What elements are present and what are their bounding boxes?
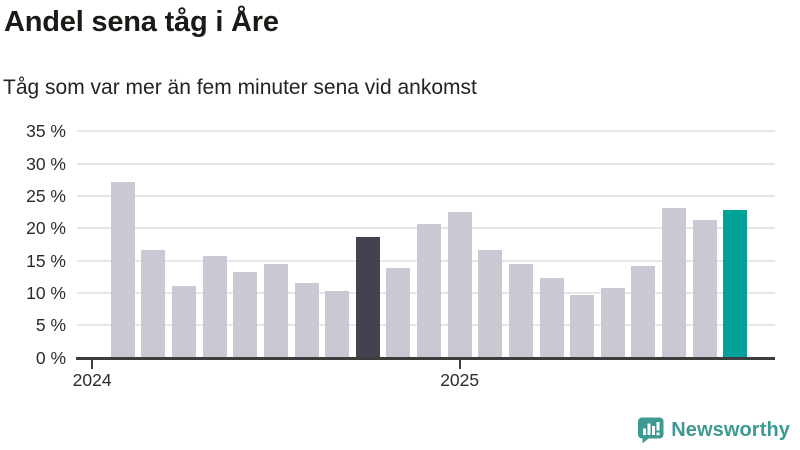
bar	[539, 278, 564, 358]
bar	[171, 286, 196, 358]
bar	[508, 263, 533, 358]
x-axis-tick-label: 2024	[72, 369, 112, 390]
bar	[141, 250, 166, 358]
bar	[662, 208, 687, 358]
bar	[202, 256, 227, 358]
bar	[233, 271, 258, 358]
bar	[110, 182, 135, 358]
y-axis-tick-label: 35 %	[26, 121, 66, 142]
x-axis-line	[76, 356, 775, 360]
newsworthy-wordmark: Newsworthy	[671, 418, 790, 441]
y-axis-tick-label: 0 %	[35, 347, 66, 368]
bar	[325, 290, 350, 358]
bar	[355, 236, 380, 358]
bar	[570, 294, 595, 358]
bar	[478, 250, 503, 358]
chart-title: Andel sena tåg i Åre	[4, 6, 279, 38]
y-gridline	[77, 195, 775, 197]
y-axis-tick-label: 10 %	[26, 282, 66, 303]
bar	[263, 263, 288, 358]
bar	[447, 212, 472, 358]
x-axis-tick	[458, 359, 461, 369]
newsworthy-bubble-icon	[638, 417, 664, 443]
bar	[294, 283, 319, 358]
bar	[386, 267, 411, 358]
y-gridline	[77, 130, 775, 133]
bar	[631, 266, 656, 358]
y-axis-tick-label: 20 %	[26, 218, 66, 239]
y-axis-tick-label: 15 %	[26, 250, 66, 271]
chart-subtitle: Tåg som var mer än fem minuter sena vid …	[3, 76, 477, 99]
newsworthy-logo: Newsworthy	[638, 416, 790, 444]
x-axis-tick	[91, 359, 94, 369]
y-axis-tick-label: 30 %	[26, 153, 66, 174]
bar	[417, 223, 442, 358]
x-axis-tick-label: 2025	[440, 369, 480, 390]
y-axis-tick-label: 5 %	[35, 315, 66, 336]
bar	[692, 219, 717, 358]
y-axis-tick-label: 25 %	[26, 186, 66, 206]
bar	[723, 209, 748, 358]
y-gridline	[77, 162, 775, 165]
bar	[600, 287, 625, 358]
